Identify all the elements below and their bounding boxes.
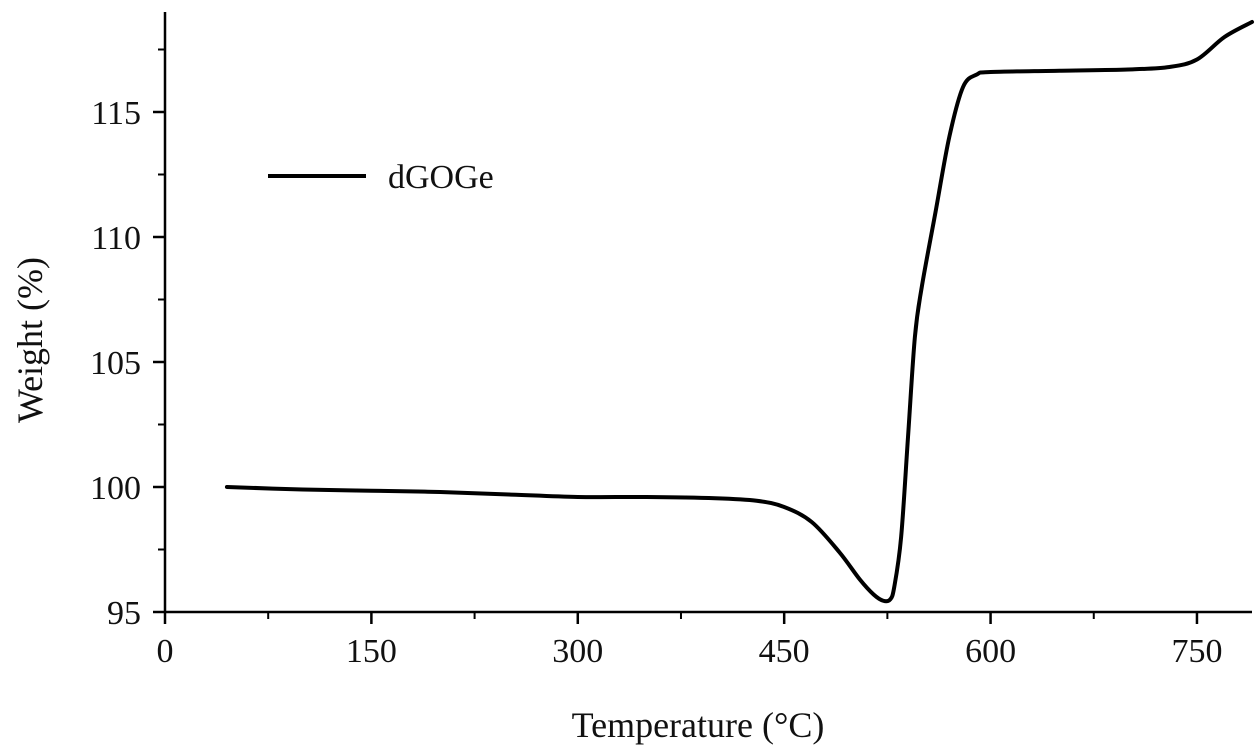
x-axis-label: Temperature (°C) xyxy=(572,705,825,745)
y-tick-label: 95 xyxy=(107,595,141,632)
legend-label: dGOGe xyxy=(388,159,494,196)
x-tick-label: 150 xyxy=(346,633,397,670)
series-line-dgoge xyxy=(224,20,1254,604)
legend: dGOGe xyxy=(268,159,494,196)
x-tick-label: 600 xyxy=(965,633,1016,670)
x-tick-label: 0 xyxy=(157,633,174,670)
tick-labels: 0 150 300 450 600 750 95 100 105 110 115 xyxy=(90,95,1222,670)
x-tick-label: 300 xyxy=(552,633,603,670)
series xyxy=(224,20,1254,604)
y-tick-label: 110 xyxy=(91,220,141,257)
ticks xyxy=(153,48,1199,624)
y-tick-label: 105 xyxy=(90,345,141,382)
y-axis-label: Weight (%) xyxy=(10,257,50,423)
x-tick-label: 750 xyxy=(1171,633,1222,670)
x-tick-label: 450 xyxy=(759,633,810,670)
y-tick-label: 115 xyxy=(91,95,141,132)
y-tick-label: 100 xyxy=(90,470,141,507)
axes xyxy=(163,12,1252,614)
